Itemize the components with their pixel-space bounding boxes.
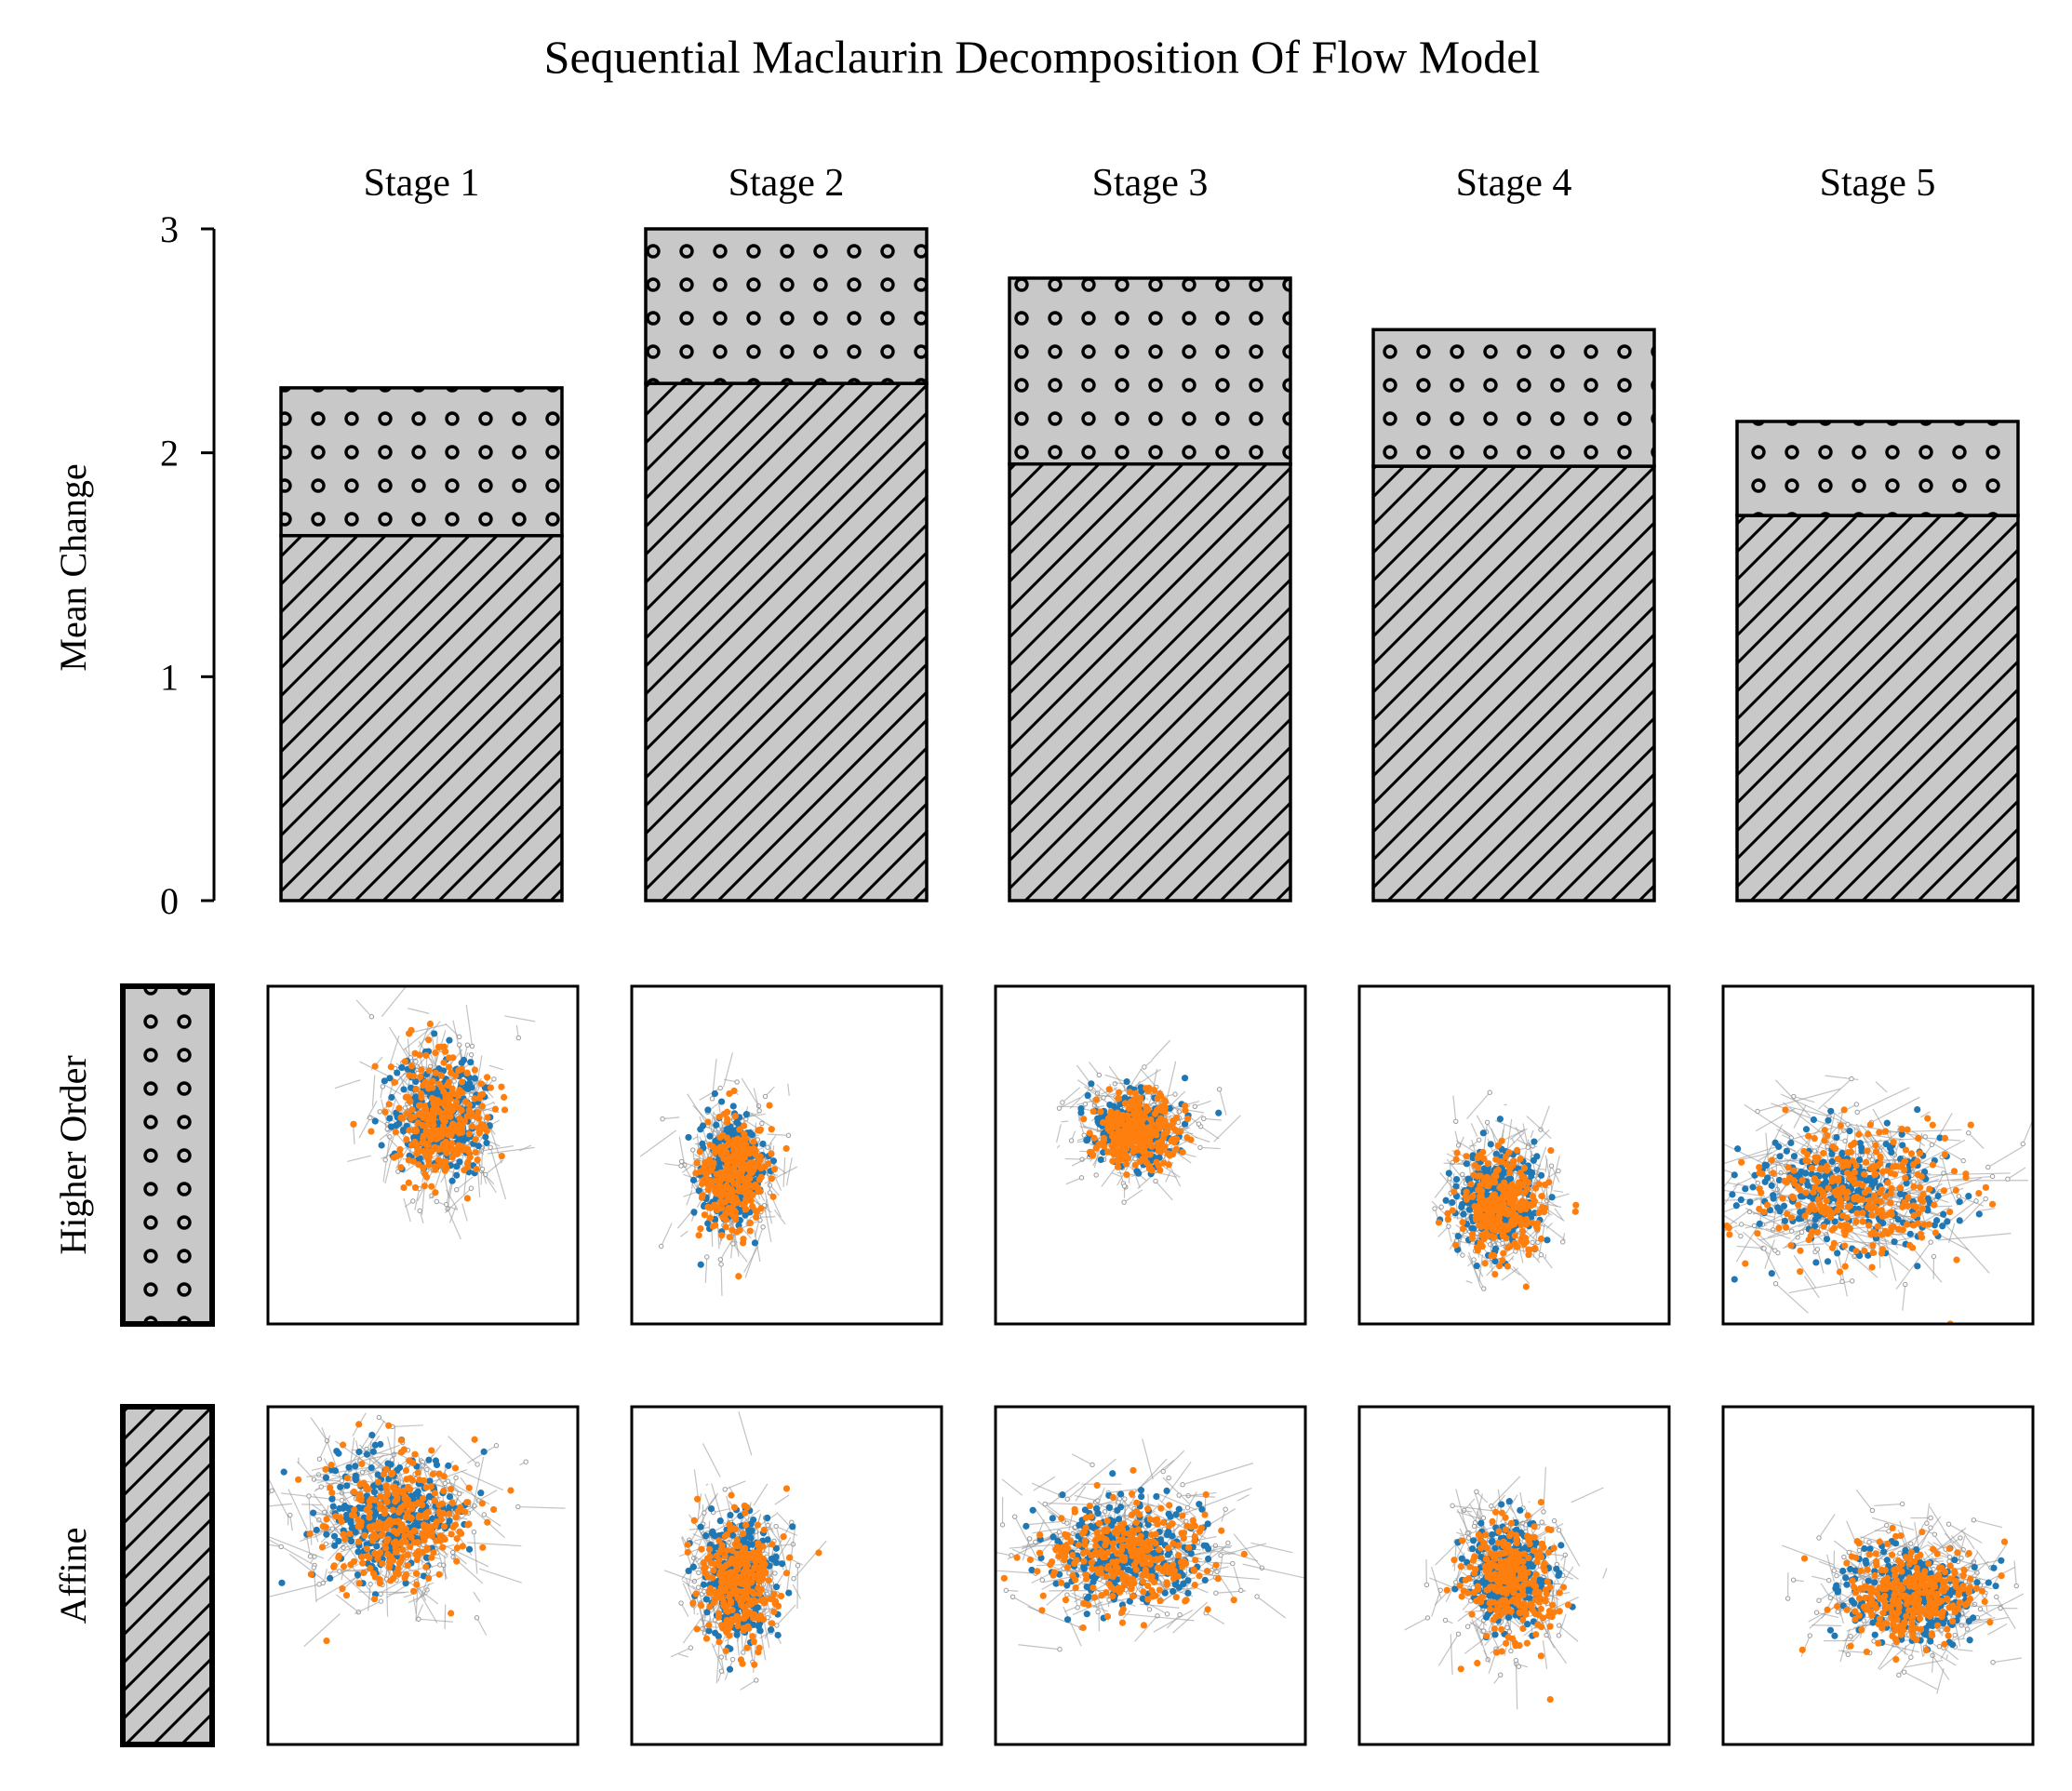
bar-diagonal-stage-3 (1009, 464, 1290, 901)
scatter-panel-affine-stage-4 (1359, 1407, 1669, 1744)
bar-circles-stage-1 (281, 388, 562, 536)
bar-group (281, 229, 2018, 901)
bar-circles-stage-4 (1373, 329, 1654, 466)
y-axis-label: Mean Change (52, 463, 94, 671)
bar-circles-stage-5 (1737, 421, 2018, 515)
bar-diagonal-stage-2 (646, 383, 927, 901)
y-tick-label: 2 (160, 433, 179, 474)
scatter-panel-higher-order-stage-5 (1571, 986, 2039, 1328)
scatter-panel-affine-stage-5 (1723, 1407, 2033, 1744)
scatter-panels (236, 960, 2039, 1744)
row-label: Higher Order (52, 1055, 94, 1254)
bar-diagonal-stage-1 (281, 536, 562, 901)
row-swatches (123, 986, 212, 1744)
bar-circles-stage-2 (646, 229, 927, 383)
row-swatch-diagonal (123, 1407, 212, 1744)
scatter-panel-higher-order-stage-4 (1359, 986, 1669, 1324)
row-labels: Higher Order Affine (52, 1055, 94, 1624)
scatter-panel-higher-order-stage-1 (268, 960, 578, 1324)
figure-title: Sequential Maclaurin Decomposition Of Fl… (544, 31, 1541, 83)
scatter-panel-higher-order-stage-3 (996, 986, 1305, 1324)
scatter-panel-affine-stage-3 (956, 1407, 1305, 1744)
row-swatch-circles (123, 986, 212, 1324)
stage-label: Stage 1 (364, 162, 480, 205)
stage-label: Stage 5 (1820, 162, 1936, 205)
scatter-panel-affine-stage-2 (632, 1407, 942, 1744)
y-axis: 0 1 2 3 (160, 208, 214, 922)
bar-diagonal-stage-4 (1373, 466, 1654, 901)
stage-label: Stage 4 (1456, 162, 1572, 205)
stage-labels: Stage 1 Stage 2 Stage 3 Stage 4 Stage 5 (364, 162, 1936, 205)
stage-label: Stage 2 (729, 162, 845, 205)
y-tick-label: 1 (160, 656, 179, 698)
row-label: Affine (52, 1528, 94, 1624)
y-tick-label: 3 (160, 208, 179, 250)
stage-label: Stage 3 (1092, 162, 1209, 205)
y-tick-label: 0 (160, 880, 179, 922)
scatter-panel-higher-order-stage-2 (632, 986, 942, 1324)
bar-circles-stage-3 (1009, 278, 1290, 464)
bar-diagonal-stage-5 (1737, 515, 2018, 901)
scatter-panel-affine-stage-1 (236, 1407, 578, 1744)
